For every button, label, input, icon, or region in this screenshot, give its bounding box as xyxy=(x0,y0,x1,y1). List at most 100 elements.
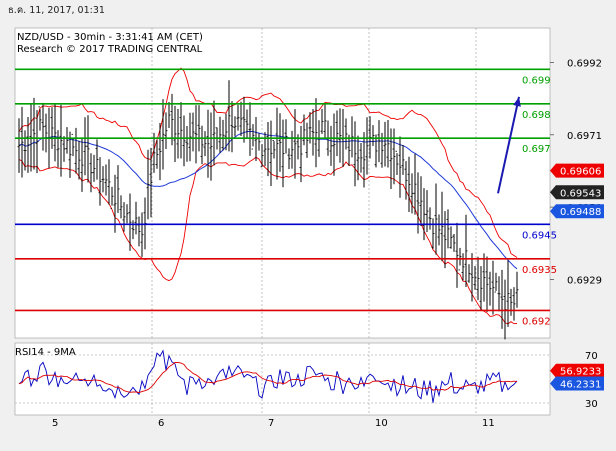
level-label: 0.6935 xyxy=(522,265,557,276)
price-bar xyxy=(359,143,363,173)
price-bar xyxy=(461,253,465,281)
price-bar xyxy=(464,214,468,288)
chart-title: NZD/USD - 30min - 3:31:41 AM (CET) xyxy=(17,32,203,43)
y-tick-label: 0.6929 xyxy=(567,275,602,286)
price-bar xyxy=(512,287,516,321)
level-label: 0.697 xyxy=(522,144,551,155)
price-bar xyxy=(197,105,201,152)
price-bar xyxy=(188,112,192,162)
price-bar xyxy=(251,124,255,150)
price-bar xyxy=(20,106,24,178)
price-bar xyxy=(65,127,69,154)
price-bar xyxy=(38,106,42,131)
price-tag-box xyxy=(550,204,604,219)
price-bar xyxy=(404,161,408,200)
price-bar xyxy=(476,256,480,301)
price-bar xyxy=(212,100,216,166)
price-bar xyxy=(209,112,213,181)
price-bar xyxy=(143,197,147,250)
price-bar xyxy=(368,116,372,159)
price-bar xyxy=(248,102,252,156)
level-label: 0.699 xyxy=(522,75,551,86)
price-bar xyxy=(470,253,474,302)
price-bar xyxy=(497,276,501,312)
price-bar xyxy=(116,165,120,213)
price-bar xyxy=(62,136,66,162)
price-bar xyxy=(374,134,378,168)
timestamp: ธ.ค. 11, 2017, 01:31 xyxy=(8,5,105,16)
price-bar xyxy=(422,188,426,241)
price-tag: 0.69606 xyxy=(550,163,604,178)
price-bar xyxy=(152,132,156,173)
price-bar xyxy=(485,256,489,313)
price-bar xyxy=(224,113,228,151)
y-tick-label: 0.6971 xyxy=(567,131,602,142)
price-bar xyxy=(17,118,21,173)
rsi-tag: 46.2331 xyxy=(550,376,604,391)
price-bar xyxy=(506,260,510,327)
price-tag-box xyxy=(550,185,604,200)
price-bar xyxy=(233,116,237,137)
price-bar xyxy=(74,127,78,174)
price-bar xyxy=(269,120,273,187)
price-bar xyxy=(170,93,174,146)
price-bar xyxy=(509,288,513,316)
price-bar xyxy=(203,131,207,157)
price-bar xyxy=(335,110,339,157)
price-bar xyxy=(200,125,204,165)
price-bar xyxy=(194,105,198,164)
price-bar xyxy=(287,148,291,170)
price-bar xyxy=(320,108,324,135)
price-tag-box xyxy=(550,163,604,178)
price-bar xyxy=(50,107,54,149)
price-bar xyxy=(353,121,357,187)
price-bar xyxy=(110,186,114,209)
chart-credit: Research © 2017 TRADING CENTRAL xyxy=(17,44,203,55)
price-bar xyxy=(23,130,27,171)
price-tag-label: 0.69543 xyxy=(560,188,601,199)
price-bar xyxy=(431,218,435,249)
price-bar xyxy=(410,173,414,214)
price-bar xyxy=(416,172,420,234)
price-bar xyxy=(428,207,432,230)
price-bar xyxy=(98,157,102,206)
bollinger-upper xyxy=(18,67,518,258)
price-bar xyxy=(113,174,117,233)
price-bar xyxy=(473,265,477,290)
price-bar xyxy=(449,226,453,249)
price-bar xyxy=(503,279,507,340)
rsi-tag-box xyxy=(550,363,604,378)
price-bar xyxy=(362,132,366,188)
price-bar xyxy=(290,130,294,169)
price-bar xyxy=(365,117,369,175)
price-bar xyxy=(482,253,486,302)
price-bar xyxy=(494,272,498,293)
rsi-tick-label: 70 xyxy=(585,351,598,362)
price-bar xyxy=(206,109,210,178)
price-bar xyxy=(164,112,168,150)
price-bar xyxy=(107,159,111,205)
price-bar xyxy=(95,139,99,180)
price-bar xyxy=(104,164,108,196)
price-bar xyxy=(467,264,471,283)
price-bar xyxy=(149,147,153,218)
price-bar xyxy=(179,102,183,159)
price-bar xyxy=(383,121,387,167)
price-bar xyxy=(452,233,456,252)
price-bar xyxy=(332,113,336,176)
rsi-ma-line xyxy=(18,361,518,393)
price-bar xyxy=(491,260,495,315)
price-bar xyxy=(260,144,264,168)
price-bar xyxy=(458,247,462,271)
price-bar xyxy=(440,191,444,262)
price-bar xyxy=(488,271,492,306)
price-tag: 0.69488 xyxy=(550,204,604,219)
x-tick-label: 5 xyxy=(52,418,58,429)
price-bar xyxy=(377,120,381,163)
price-bar xyxy=(53,104,57,162)
price-bar xyxy=(140,212,144,257)
price-bar xyxy=(413,153,417,215)
x-tick-label: 7 xyxy=(268,418,274,429)
